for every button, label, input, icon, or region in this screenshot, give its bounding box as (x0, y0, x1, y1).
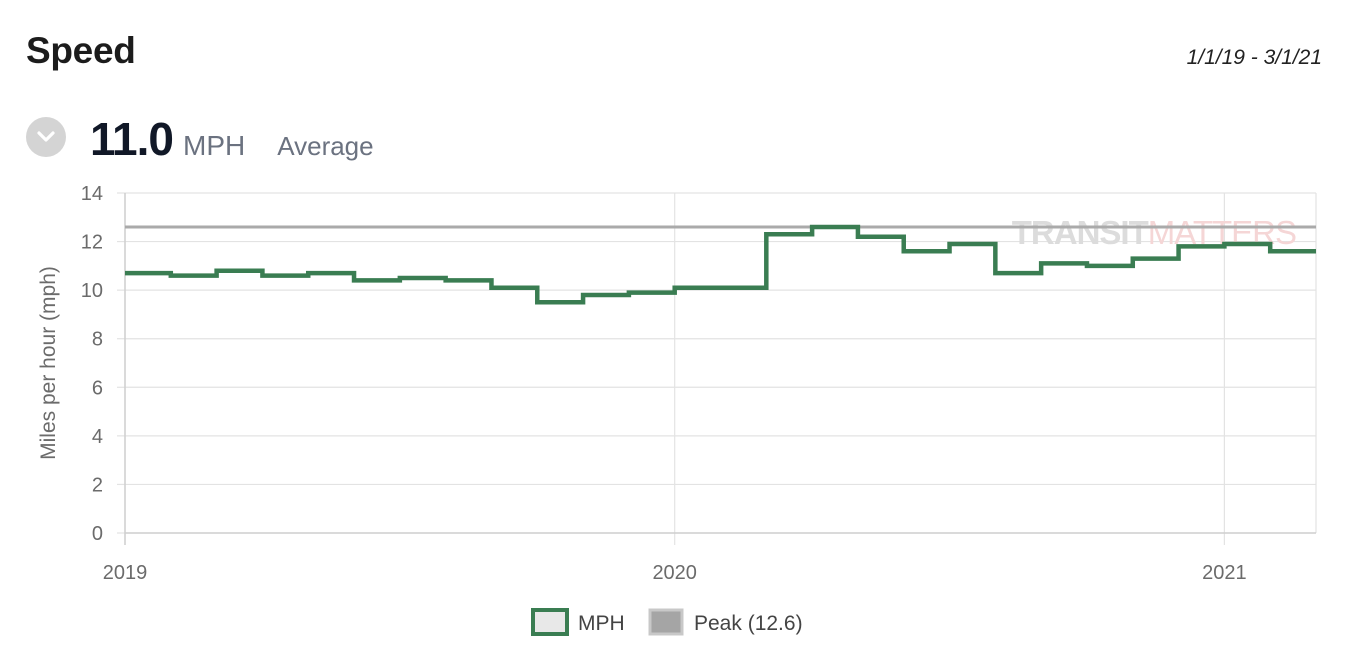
y-tick-label: 12 (81, 232, 103, 254)
legend-item-peak: Peak (12.6) (648, 608, 803, 636)
y-tick-label: 0 (92, 523, 103, 545)
page-title: Speed (26, 30, 136, 71)
watermark-part-1: TRANSIT (1012, 214, 1149, 251)
x-tick-label: 2021 (1202, 562, 1247, 584)
y-tick-label: 10 (81, 280, 103, 302)
average-label: Average (277, 131, 374, 161)
x-tick-label: 2019 (103, 562, 148, 584)
legend-label-peak: Peak (12.6) (694, 612, 803, 635)
legend-swatch-mph (531, 608, 569, 636)
y-tick-label: 14 (81, 183, 103, 205)
y-tick-label: 4 (92, 426, 103, 448)
date-range: 1/1/19 - 3/1/21 (1186, 46, 1322, 69)
y-axis-title: Miles per hour (mph) (37, 266, 60, 460)
mph-series-line (125, 224, 1316, 305)
expand-toggle-button[interactable] (26, 117, 66, 157)
y-tick-label: 2 (92, 474, 103, 496)
x-tick-label: 2020 (652, 562, 697, 584)
summary-row: 11.0 MPH Average (26, 112, 374, 165)
chevron-down-icon (37, 131, 55, 142)
legend-swatch-peak (648, 608, 684, 636)
y-tick-label: 8 (92, 329, 103, 351)
average-speed-value: 11.0 (90, 113, 174, 165)
speed-unit: MPH (183, 130, 246, 161)
legend-item-mph: MPH (531, 608, 625, 636)
y-tick-label: 6 (92, 377, 103, 399)
legend-label-mph: MPH (578, 612, 625, 635)
